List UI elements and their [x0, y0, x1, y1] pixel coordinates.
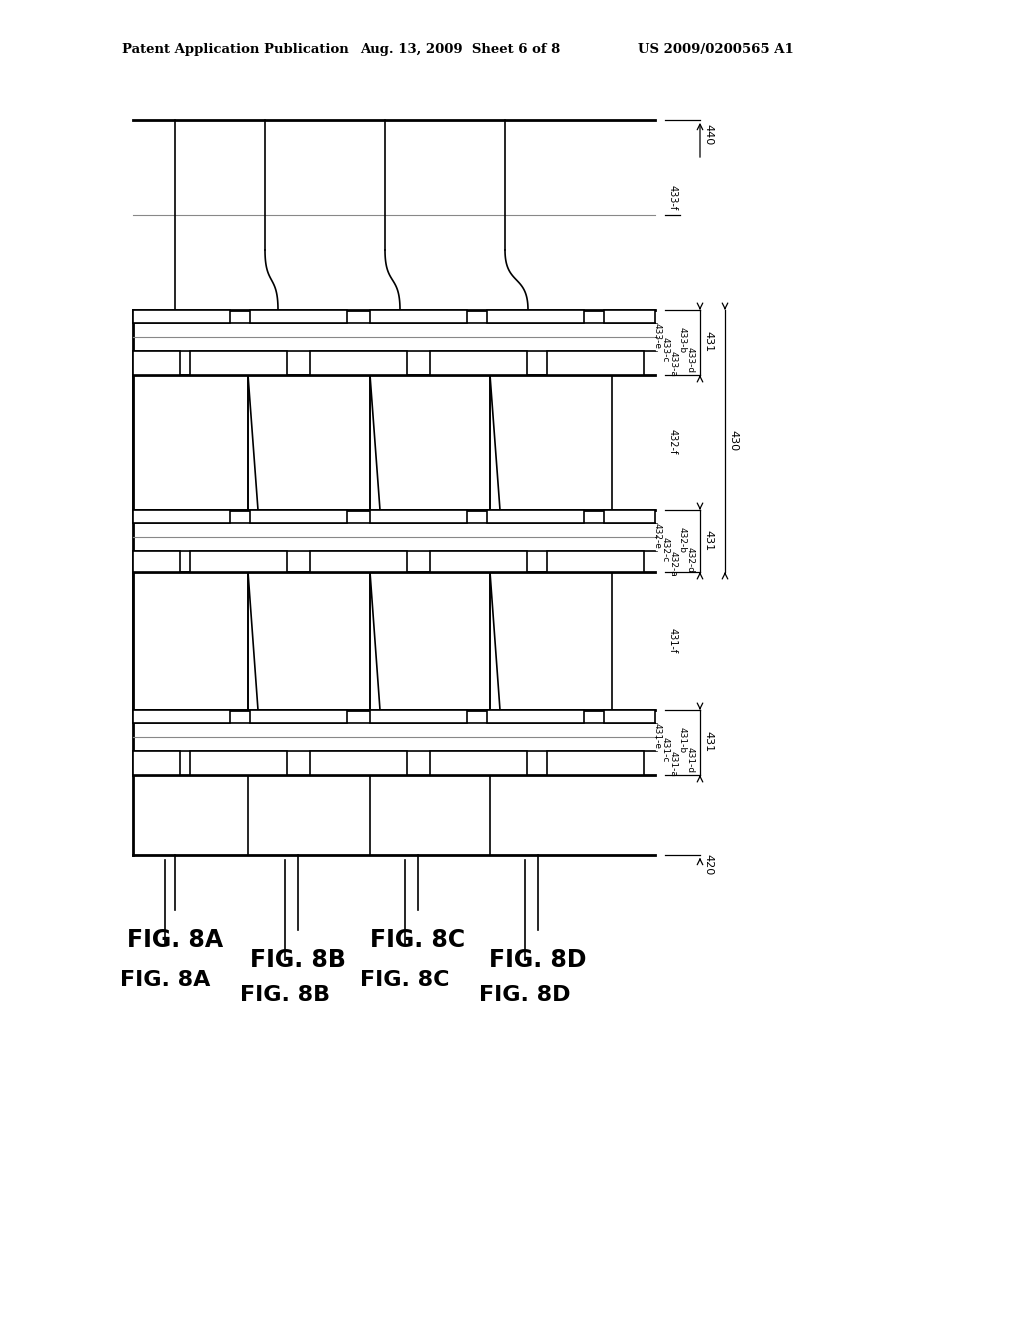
- Bar: [310, 550, 407, 572]
- Text: FIG. 8D: FIG. 8D: [479, 985, 570, 1005]
- Bar: [430, 351, 527, 375]
- Text: 433-b: 433-b: [678, 327, 686, 354]
- Text: 433-f: 433-f: [668, 185, 678, 210]
- Text: US 2009/0200565 A1: US 2009/0200565 A1: [638, 44, 794, 55]
- Text: 430: 430: [728, 430, 738, 451]
- Text: 432-a: 432-a: [669, 550, 678, 577]
- Text: 431: 431: [703, 331, 713, 352]
- Text: 433-d: 433-d: [685, 347, 694, 374]
- Bar: [430, 550, 527, 572]
- Bar: [547, 550, 644, 572]
- Text: FIG. 8D: FIG. 8D: [489, 948, 587, 972]
- Bar: [250, 710, 347, 723]
- Text: 431-b: 431-b: [678, 727, 686, 754]
- Text: 420: 420: [703, 854, 713, 875]
- Bar: [604, 510, 655, 523]
- Text: 432-b: 432-b: [678, 527, 686, 553]
- Bar: [370, 710, 467, 723]
- Text: 432-e: 432-e: [652, 523, 662, 549]
- Bar: [547, 351, 644, 375]
- Bar: [133, 550, 180, 572]
- Bar: [487, 710, 584, 723]
- Text: FIG. 8A: FIG. 8A: [120, 970, 210, 990]
- Bar: [190, 550, 287, 572]
- Bar: [310, 751, 407, 775]
- Bar: [604, 710, 655, 723]
- Text: 432-c: 432-c: [660, 537, 670, 562]
- Text: 431-a: 431-a: [669, 751, 678, 777]
- Bar: [190, 351, 287, 375]
- Text: Patent Application Publication: Patent Application Publication: [122, 44, 349, 55]
- Text: 431-f: 431-f: [668, 628, 678, 653]
- Bar: [133, 310, 230, 323]
- Bar: [133, 710, 230, 723]
- Text: Aug. 13, 2009  Sheet 6 of 8: Aug. 13, 2009 Sheet 6 of 8: [360, 44, 560, 55]
- Text: 432-f: 432-f: [668, 429, 678, 454]
- Text: 432-d: 432-d: [685, 546, 694, 573]
- Text: 433-a: 433-a: [669, 351, 678, 378]
- Text: FIG. 8A: FIG. 8A: [127, 928, 223, 952]
- Bar: [133, 510, 230, 523]
- Bar: [310, 351, 407, 375]
- Text: 433-c: 433-c: [660, 337, 670, 363]
- Bar: [487, 510, 584, 523]
- Bar: [133, 751, 180, 775]
- Text: 431-c: 431-c: [660, 737, 670, 763]
- Text: 431-d: 431-d: [685, 747, 694, 774]
- Text: FIG. 8C: FIG. 8C: [371, 928, 466, 952]
- Text: 431: 431: [703, 531, 713, 552]
- Bar: [190, 751, 287, 775]
- Bar: [370, 510, 467, 523]
- Text: 431-e: 431-e: [652, 723, 662, 748]
- Bar: [370, 310, 467, 323]
- Text: 431: 431: [703, 731, 713, 752]
- Bar: [250, 310, 347, 323]
- Bar: [547, 751, 644, 775]
- Bar: [430, 751, 527, 775]
- Text: FIG. 8B: FIG. 8B: [250, 948, 346, 972]
- Text: 440: 440: [703, 124, 713, 145]
- Text: FIG. 8B: FIG. 8B: [240, 985, 330, 1005]
- Bar: [487, 310, 584, 323]
- Bar: [604, 310, 655, 323]
- Bar: [133, 351, 180, 375]
- Text: 433-e: 433-e: [652, 323, 662, 348]
- Text: FIG. 8C: FIG. 8C: [360, 970, 450, 990]
- Bar: [250, 510, 347, 523]
